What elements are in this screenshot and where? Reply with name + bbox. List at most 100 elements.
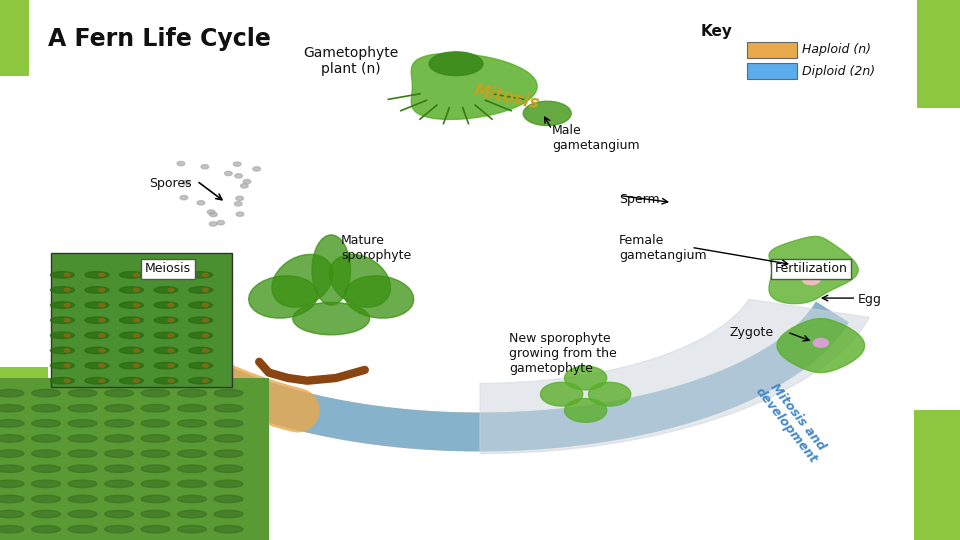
Text: Haploid (n): Haploid (n): [802, 43, 871, 56]
Ellipse shape: [133, 288, 139, 292]
Text: Mitosis: Mitosis: [472, 82, 541, 113]
Ellipse shape: [85, 302, 109, 308]
Ellipse shape: [203, 288, 208, 292]
Text: Male
gametangium: Male gametangium: [552, 124, 639, 152]
Text: Zygote: Zygote: [730, 326, 774, 339]
Ellipse shape: [0, 480, 24, 488]
Polygon shape: [777, 319, 865, 373]
Ellipse shape: [120, 332, 144, 339]
Ellipse shape: [141, 450, 170, 457]
Polygon shape: [564, 399, 607, 422]
Polygon shape: [411, 53, 538, 119]
Ellipse shape: [133, 319, 139, 322]
Ellipse shape: [105, 420, 133, 427]
Text: Egg: Egg: [857, 293, 881, 306]
Ellipse shape: [141, 480, 170, 488]
Ellipse shape: [51, 377, 75, 384]
Ellipse shape: [68, 465, 97, 472]
Ellipse shape: [99, 334, 105, 337]
Ellipse shape: [154, 377, 178, 384]
Ellipse shape: [209, 222, 217, 226]
Ellipse shape: [32, 420, 60, 427]
Ellipse shape: [178, 435, 206, 442]
Ellipse shape: [141, 435, 170, 442]
Ellipse shape: [51, 287, 75, 293]
Ellipse shape: [203, 273, 208, 276]
Ellipse shape: [201, 165, 208, 169]
Ellipse shape: [120, 347, 144, 354]
Text: Sperm: Sperm: [619, 193, 660, 206]
Ellipse shape: [105, 450, 133, 457]
Ellipse shape: [141, 420, 170, 427]
Text: Key: Key: [701, 24, 732, 39]
FancyBboxPatch shape: [51, 253, 232, 387]
Ellipse shape: [803, 275, 820, 285]
Ellipse shape: [0, 495, 24, 503]
Ellipse shape: [64, 319, 70, 322]
Ellipse shape: [99, 273, 105, 276]
Ellipse shape: [68, 389, 97, 397]
Ellipse shape: [68, 420, 97, 427]
Ellipse shape: [105, 525, 133, 533]
Ellipse shape: [154, 362, 178, 369]
Text: Gametophyte
plant (n): Gametophyte plant (n): [302, 46, 398, 76]
Ellipse shape: [64, 364, 70, 367]
Ellipse shape: [197, 201, 204, 205]
Ellipse shape: [32, 480, 60, 488]
Ellipse shape: [68, 525, 97, 533]
Ellipse shape: [0, 389, 24, 397]
Ellipse shape: [0, 404, 24, 412]
Ellipse shape: [203, 334, 208, 337]
Ellipse shape: [0, 450, 24, 457]
Ellipse shape: [217, 220, 225, 225]
Ellipse shape: [178, 420, 206, 427]
Ellipse shape: [188, 347, 212, 354]
Ellipse shape: [120, 302, 144, 308]
Ellipse shape: [214, 510, 243, 518]
Ellipse shape: [105, 435, 133, 442]
Ellipse shape: [203, 319, 208, 322]
Ellipse shape: [168, 288, 174, 292]
Ellipse shape: [120, 317, 144, 323]
Ellipse shape: [214, 525, 243, 533]
Ellipse shape: [154, 347, 178, 354]
Ellipse shape: [188, 377, 212, 384]
Ellipse shape: [312, 235, 350, 305]
Ellipse shape: [105, 510, 133, 518]
Ellipse shape: [64, 303, 70, 307]
Bar: [0, 0, 29, 76]
Ellipse shape: [293, 302, 370, 335]
Ellipse shape: [68, 450, 97, 457]
Ellipse shape: [168, 319, 174, 322]
Polygon shape: [480, 299, 870, 454]
Ellipse shape: [813, 339, 828, 347]
Ellipse shape: [214, 465, 243, 472]
Ellipse shape: [0, 510, 24, 518]
Ellipse shape: [64, 379, 70, 382]
Text: Mature
sporophyte: Mature sporophyte: [341, 234, 411, 262]
Bar: [914, 410, 960, 540]
Polygon shape: [197, 154, 763, 386]
Ellipse shape: [168, 364, 174, 367]
Ellipse shape: [0, 420, 24, 427]
Ellipse shape: [120, 272, 144, 278]
Ellipse shape: [272, 254, 333, 307]
Ellipse shape: [99, 364, 105, 367]
Ellipse shape: [178, 495, 206, 503]
Ellipse shape: [141, 495, 170, 503]
Ellipse shape: [0, 435, 24, 442]
Text: Meiosis: Meiosis: [145, 262, 191, 275]
Ellipse shape: [141, 510, 170, 518]
Ellipse shape: [32, 435, 60, 442]
Ellipse shape: [214, 450, 243, 457]
Ellipse shape: [120, 362, 144, 369]
Ellipse shape: [203, 364, 208, 367]
Ellipse shape: [243, 179, 251, 184]
Ellipse shape: [203, 349, 208, 352]
Ellipse shape: [120, 377, 144, 384]
Ellipse shape: [141, 525, 170, 533]
Text: Spores: Spores: [149, 177, 191, 190]
Ellipse shape: [188, 302, 212, 308]
Ellipse shape: [51, 332, 75, 339]
Ellipse shape: [178, 450, 206, 457]
